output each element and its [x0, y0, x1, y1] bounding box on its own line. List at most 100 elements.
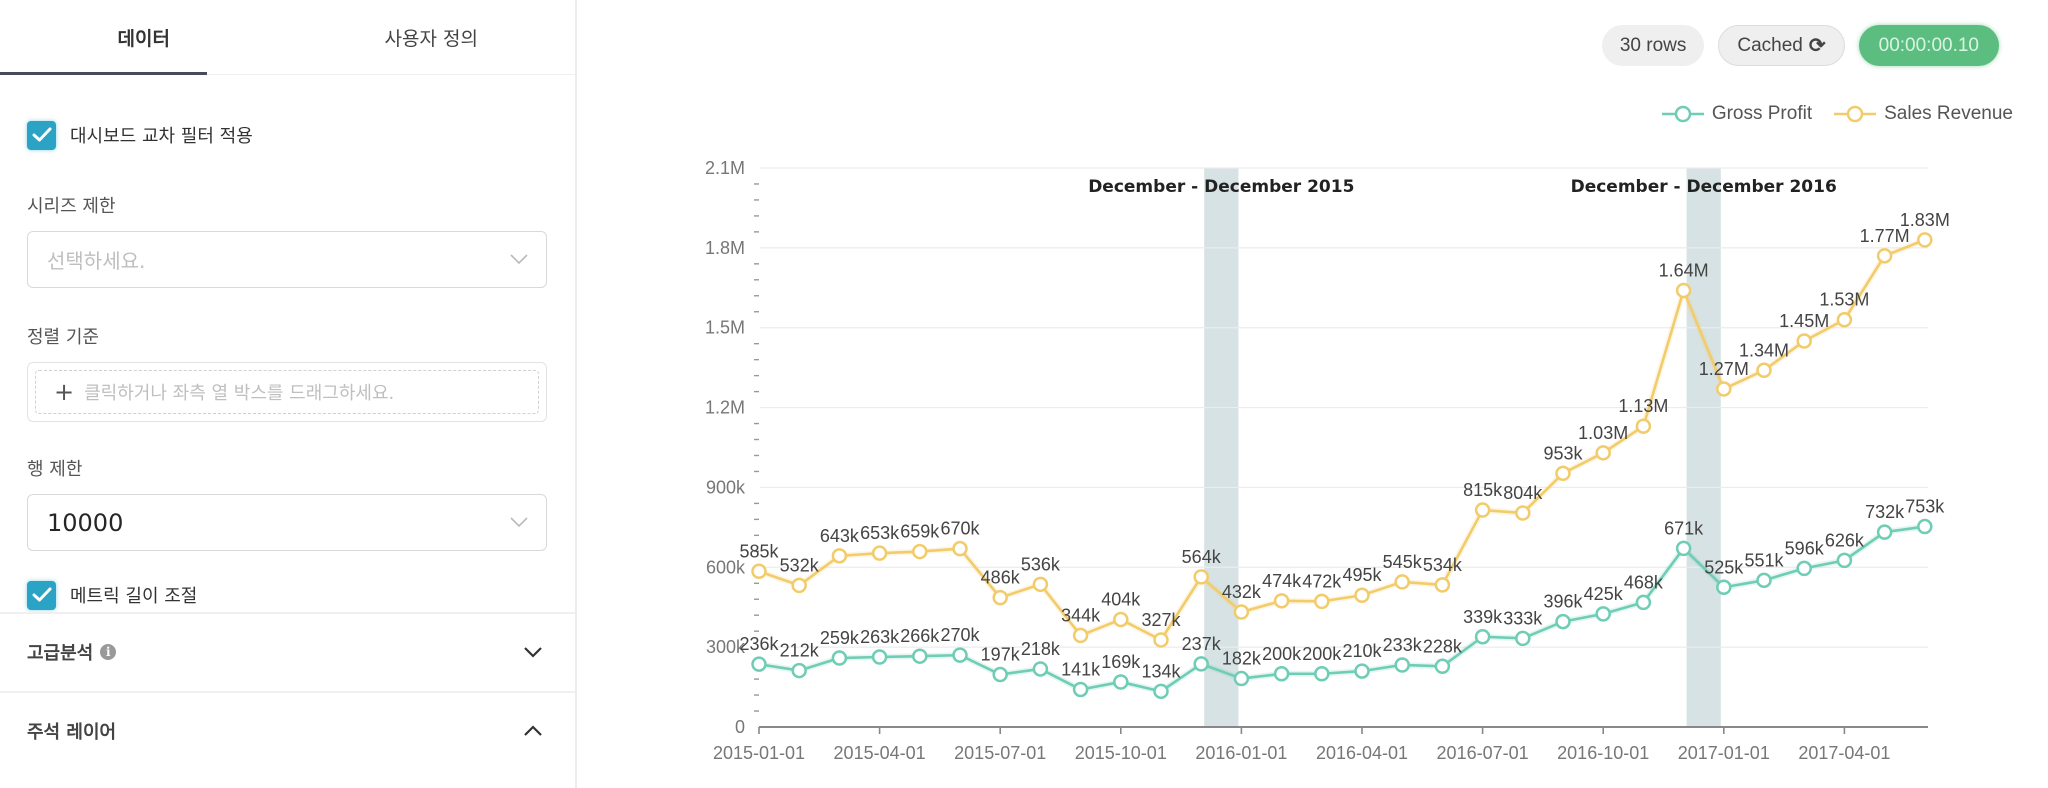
legend-item-gross-profit[interactable]: Gross Profit	[1661, 103, 1812, 125]
cross-filter-row: 대시보드 교차 필터 적용	[27, 120, 575, 150]
x-tick-label: 2016-04-01	[1316, 743, 1408, 763]
data-label: 218k	[1021, 639, 1061, 659]
data-label: 474k	[1262, 571, 1302, 591]
data-point	[1193, 656, 1209, 672]
data-point	[1434, 658, 1451, 675]
x-tick-label: 2017-01-01	[1678, 743, 1770, 763]
data-point	[1635, 594, 1652, 611]
data-label: 233k	[1383, 635, 1423, 655]
annotation-layer-section[interactable]: 주석 레이어	[0, 691, 575, 769]
annotation-layer-title: 주석 레이어	[27, 718, 116, 744]
data-point	[1394, 574, 1410, 590]
x-tick-label: 2015-07-01	[954, 743, 1046, 763]
data-label: 486k	[981, 568, 1021, 588]
tab-customize[interactable]: 사용자 정의	[384, 27, 478, 50]
metric-length-row: 메트릭 길이 조절	[27, 580, 575, 610]
data-point	[1716, 579, 1732, 595]
data-point	[1314, 593, 1330, 610]
sort-by-drop-target[interactable]: + 클릭하거나 좌측 열 박스를 드래그하세요.	[35, 370, 539, 414]
data-label: 1.34M	[1739, 340, 1789, 360]
data-label: 197k	[981, 645, 1021, 665]
plus-icon: +	[54, 378, 75, 406]
data-point	[1273, 593, 1290, 609]
data-label: 263k	[860, 627, 900, 647]
legend-label-sales-revenue: Sales Revenue	[1884, 103, 2013, 124]
data-point	[831, 548, 848, 564]
data-label: 653k	[860, 523, 900, 543]
annotation-band	[1204, 168, 1239, 727]
series-limit-select[interactable]: 선택하세요.	[27, 231, 547, 288]
data-label: 671k	[1664, 518, 1704, 538]
legend-item-sales-revenue[interactable]: Sales Revenue	[1834, 103, 2013, 125]
data-label: 182k	[1222, 649, 1262, 669]
data-label: 1.64M	[1659, 260, 1709, 280]
x-tick-label: 2015-04-01	[834, 743, 926, 763]
data-point	[1153, 683, 1169, 700]
data-label: 200k	[1302, 644, 1342, 664]
row-limit-select[interactable]: 10000	[27, 494, 547, 551]
info-icon[interactable]: i	[100, 644, 117, 660]
annotation-layer-label: 주석 레이어	[27, 722, 117, 743]
data-label: 1.53M	[1819, 290, 1869, 310]
data-point	[791, 662, 807, 679]
panel-tabs: 데이터 사용자 정의	[0, 0, 575, 75]
data-label: 585k	[739, 541, 779, 561]
cross-filter-checkbox[interactable]	[27, 120, 56, 150]
data-label: 596k	[1785, 538, 1825, 558]
y-tick-label: 900k	[706, 477, 746, 497]
data-point	[1233, 604, 1250, 620]
x-tick-label: 2016-10-01	[1557, 743, 1649, 763]
data-point	[1273, 666, 1290, 682]
data-point	[992, 589, 1008, 606]
cross-filter-label: 대시보드 교차 필터 적용	[70, 126, 253, 147]
data-point	[1836, 552, 1853, 569]
active-tab-indicator	[0, 72, 207, 75]
data-label: 1.83M	[1900, 210, 1950, 230]
data-label: 200k	[1262, 644, 1302, 664]
data-point	[1394, 657, 1410, 673]
data-point	[1354, 663, 1370, 679]
data-label: 425k	[1584, 584, 1624, 604]
metric-length-checkbox[interactable]	[27, 580, 56, 610]
tab-data[interactable]: 데이터	[117, 27, 170, 50]
data-label: 339k	[1463, 607, 1503, 627]
refresh-icon[interactable]: ⟳	[1808, 35, 1826, 57]
data-point	[1756, 572, 1772, 589]
advanced-analytics-section[interactable]: 고급분석 i	[0, 612, 575, 690]
cached-badge[interactable]: Cached ⟳	[1718, 25, 1845, 66]
data-point	[952, 540, 968, 557]
data-label: 404k	[1101, 589, 1141, 609]
sort-by-label: 정렬 기준	[27, 327, 99, 348]
sort-by-hint: 클릭하거나 좌측 열 박스를 드래그하세요.	[84, 383, 395, 404]
data-label: 525k	[1704, 557, 1744, 577]
data-point	[1555, 613, 1571, 630]
data-point	[1032, 661, 1049, 677]
data-label: 953k	[1543, 443, 1583, 463]
control-panel: 데이터 사용자 정의 대시보드 교차 필터 적용 시리즈 제한 선택하세요. 정…	[0, 0, 577, 788]
sort-by-dropzone[interactable]: + 클릭하거나 좌측 열 박스를 드래그하세요.	[27, 362, 547, 422]
y-tick-label: 1.2M	[705, 398, 745, 418]
data-point	[992, 666, 1008, 683]
data-label: 210k	[1342, 641, 1382, 661]
data-point	[1836, 311, 1853, 328]
data-label: 344k	[1061, 605, 1101, 625]
data-point	[912, 543, 928, 560]
data-point	[1434, 577, 1451, 593]
legend-marker-gross-profit-icon	[1661, 105, 1704, 123]
data-point	[871, 545, 888, 561]
chevron-down-icon	[510, 517, 528, 528]
advanced-analytics-label: 고급분석	[27, 643, 94, 664]
data-point	[1716, 381, 1732, 397]
data-label: 472k	[1302, 571, 1342, 591]
data-label: 134k	[1141, 661, 1181, 681]
row-count-badge: 30 rows	[1601, 25, 1705, 66]
x-tick-label: 2015-01-01	[713, 743, 805, 763]
data-point	[1595, 445, 1611, 461]
cached-label: Cached	[1737, 34, 1803, 56]
data-point	[1354, 587, 1370, 603]
data-label: 333k	[1503, 608, 1543, 628]
data-point	[1917, 518, 1933, 535]
data-label: 1.13M	[1618, 396, 1668, 416]
advanced-analytics-title: 고급분석 i	[27, 639, 117, 665]
